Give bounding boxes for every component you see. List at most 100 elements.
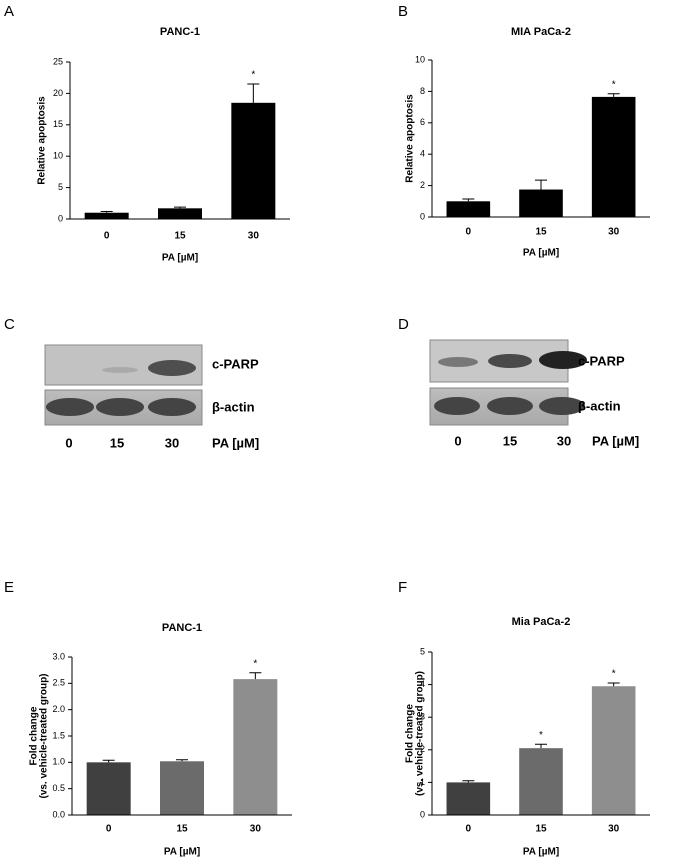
- error-bar: [462, 198, 475, 202]
- x-tick-label: 30: [250, 824, 262, 835]
- panel-letter: C: [4, 316, 15, 333]
- bar: [160, 761, 204, 815]
- bar: [86, 762, 131, 815]
- x-axis-label: PA [µM]: [164, 847, 200, 858]
- y-axis-label: (vs. vehicle-treated group): [39, 673, 50, 798]
- y-tick-label: 6: [420, 117, 425, 127]
- y-tick-label: 10: [415, 54, 425, 64]
- error-bar: [607, 682, 620, 687]
- y-tick-label: 0.5: [52, 783, 65, 793]
- y-tick-label: 15: [53, 119, 63, 129]
- y-tick-label: 8: [420, 86, 425, 96]
- significance-mark: *: [539, 730, 543, 741]
- y-tick-label: 2: [420, 744, 425, 754]
- error-bar: [535, 743, 547, 749]
- x-axis-label: PA [µM]: [162, 253, 198, 264]
- y-tick-label: 5: [58, 182, 63, 192]
- x-tick-label: 0: [106, 824, 112, 835]
- x-tick-label: 15: [535, 824, 547, 835]
- y-axis-label: Relative apoptosis: [37, 96, 48, 185]
- panel-letter: B: [398, 3, 408, 20]
- panel-letter: F: [398, 579, 407, 596]
- y-tick-label: 25: [53, 56, 63, 66]
- blot-lane: 0: [454, 433, 461, 448]
- bar: [84, 212, 129, 219]
- significance-mark: *: [251, 70, 255, 81]
- chart-title: Mia PaCa-2: [512, 616, 571, 628]
- blot-lane: 30: [165, 435, 179, 450]
- chart-title: PANC-1: [160, 26, 200, 38]
- error-bar: [247, 83, 260, 103]
- blot-lane: 30: [557, 433, 571, 448]
- bar: [446, 782, 491, 815]
- y-axis-label: (vs. vehicle-treated group): [415, 671, 426, 796]
- error-bar: [174, 206, 186, 209]
- y-axis-label: Fold change: [405, 704, 416, 763]
- chart-title: MIA PaCa-2: [511, 26, 571, 38]
- y-tick-label: 0: [58, 213, 63, 223]
- y-tick-label: 3: [420, 712, 425, 722]
- y-tick-label: 0.0: [52, 809, 65, 819]
- significance-mark: *: [612, 79, 616, 90]
- x-tick-label: 0: [466, 227, 472, 238]
- y-tick-label: 2.5: [52, 678, 65, 688]
- y-tick-label: 0: [420, 809, 425, 819]
- blot: [429, 339, 587, 426]
- y-tick-label: 20: [53, 88, 63, 98]
- y-tick-label: 2: [420, 180, 425, 190]
- x-tick-label: 15: [174, 231, 186, 242]
- y-axis-label: Relative apoptosis: [405, 94, 416, 183]
- y-tick-label: 1.0: [52, 757, 65, 767]
- blot-xlabel: PA [µM]: [592, 433, 639, 448]
- error-bar: [100, 210, 113, 213]
- y-tick-label: 2.0: [52, 704, 65, 714]
- x-tick-label: 0: [466, 824, 472, 835]
- x-tick-label: 15: [176, 824, 188, 835]
- y-tick-label: 3.0: [52, 651, 65, 661]
- blot: [44, 344, 203, 426]
- y-tick-label: 1: [420, 777, 425, 787]
- blot-label: c-PARP: [212, 356, 259, 371]
- error-bar: [535, 179, 547, 190]
- bar: [591, 96, 636, 217]
- x-tick-label: 0: [104, 231, 110, 242]
- y-tick-label: 0: [420, 211, 425, 221]
- x-axis-label: PA [µM]: [523, 847, 559, 858]
- y-tick-label: 5: [420, 646, 425, 656]
- significance-mark: *: [612, 669, 616, 680]
- x-tick-label: 30: [248, 231, 260, 242]
- y-tick-label: 1.5: [52, 730, 65, 740]
- blot-lane: 15: [503, 433, 517, 448]
- bar: [519, 189, 563, 217]
- significance-mark: *: [253, 658, 257, 669]
- bar: [519, 748, 563, 815]
- panel-letter: A: [4, 3, 14, 20]
- x-tick-label: 30: [608, 227, 620, 238]
- panel-letter: D: [398, 316, 409, 333]
- bar: [446, 201, 491, 217]
- panel-letter: E: [4, 579, 14, 596]
- error-bar: [462, 780, 475, 783]
- error-bar: [249, 672, 262, 680]
- x-tick-label: 30: [608, 824, 620, 835]
- x-axis-label: PA [µM]: [523, 248, 559, 259]
- blot-label: β-actin: [212, 399, 255, 414]
- bar: [231, 102, 276, 219]
- error-bar: [176, 759, 188, 762]
- bar: [591, 686, 636, 815]
- chart-title: PANC-1: [162, 622, 202, 634]
- error-bar: [607, 93, 620, 97]
- bar: [233, 679, 278, 815]
- y-axis-label: Fold change: [29, 706, 40, 765]
- y-tick-label: 4: [420, 149, 425, 159]
- x-tick-label: 15: [535, 227, 547, 238]
- bar: [158, 208, 202, 219]
- blot-label: c-PARP: [578, 353, 625, 368]
- blot-xlabel: PA [µM]: [212, 435, 259, 450]
- error-bar: [102, 759, 115, 763]
- blot-lane: 15: [110, 435, 124, 450]
- blot-lane: 0: [65, 435, 72, 450]
- y-tick-label: 10: [53, 151, 63, 161]
- blot-label: β-actin: [578, 398, 621, 413]
